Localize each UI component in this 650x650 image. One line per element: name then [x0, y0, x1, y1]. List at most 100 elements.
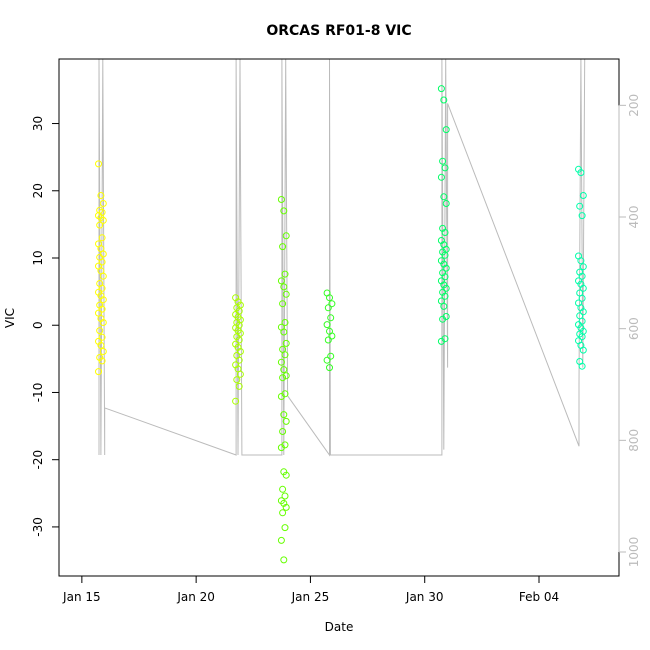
data-point — [279, 428, 287, 435]
data-point — [236, 370, 244, 378]
data-point — [578, 212, 586, 220]
data-point — [579, 308, 587, 316]
data-point — [280, 366, 288, 374]
data-point — [437, 85, 445, 93]
data-point — [441, 251, 449, 259]
secondary-line-layer — [98, 58, 586, 457]
data-point — [96, 221, 104, 229]
data-point — [577, 169, 585, 177]
data-point — [281, 270, 289, 278]
y-tick-label: 20 — [31, 183, 45, 198]
right-tick-label: 200 — [627, 94, 641, 117]
data-point — [577, 257, 585, 265]
data-point — [324, 304, 332, 312]
x-tick-label: Jan 30 — [405, 590, 444, 604]
data-point — [98, 234, 106, 242]
data-point — [99, 216, 107, 224]
data-point — [282, 232, 290, 240]
data-point — [280, 556, 288, 564]
data-point — [441, 229, 449, 236]
data-point — [282, 503, 290, 511]
data-point — [323, 356, 331, 364]
data-point — [236, 348, 244, 355]
data-point — [328, 332, 336, 340]
data-point — [282, 339, 290, 347]
data-point — [277, 393, 285, 400]
data-point — [95, 160, 102, 168]
data-point — [282, 372, 290, 380]
data-point — [279, 485, 287, 493]
data-point — [277, 444, 285, 452]
x-tick-label: Jan 25 — [291, 590, 330, 604]
data-point — [281, 319, 289, 326]
data-point — [282, 417, 290, 425]
data-point — [282, 471, 290, 479]
right-tick-label: 1000 — [627, 537, 641, 568]
data-point — [323, 321, 331, 329]
data-point — [95, 368, 102, 376]
data-point — [442, 126, 450, 134]
data-point — [576, 202, 584, 210]
right-axis: 200 400 600 800 1000 — [618, 94, 641, 568]
data-point — [440, 96, 448, 104]
data-point — [326, 294, 333, 302]
data-point — [96, 327, 104, 335]
data-point — [98, 333, 106, 341]
data-point — [578, 294, 586, 302]
data-point — [280, 207, 288, 215]
series-4 — [323, 289, 336, 372]
x-axis: Jan 15 Jan 20 Jan 25 Jan 30 Feb 04 — [62, 575, 559, 604]
x-axis-label: Date — [325, 620, 354, 634]
x-tick-label: Jan 20 — [176, 590, 215, 604]
x-tick-label: Jan 15 — [62, 590, 101, 604]
data-point — [440, 302, 448, 310]
data-point — [442, 200, 450, 207]
x-tick-label: Feb 04 — [519, 590, 559, 604]
data-point — [327, 352, 335, 360]
data-point — [279, 509, 287, 517]
data-point — [281, 524, 289, 532]
data-point — [442, 264, 450, 272]
y-axis: -30 -20 -10 0 10 20 30 — [31, 116, 60, 537]
data-point — [578, 362, 586, 370]
data-point — [279, 374, 287, 382]
data-point — [579, 346, 587, 354]
series-5 — [437, 85, 450, 345]
data-point — [232, 397, 240, 405]
data-point — [437, 173, 445, 181]
data-point — [579, 263, 587, 271]
series-3 — [277, 196, 290, 564]
data-point — [97, 192, 105, 199]
series-2 — [232, 294, 244, 405]
data-point — [281, 492, 289, 500]
y-tick-label: -20 — [31, 450, 45, 470]
secondary-line — [98, 58, 586, 457]
chart-title: ORCAS RF01-8 VIC — [266, 23, 411, 39]
right-tick-label: 400 — [627, 206, 641, 229]
data-point — [98, 357, 106, 365]
data-point — [579, 284, 587, 292]
data-point — [99, 319, 107, 326]
data-point — [440, 193, 448, 201]
data-point — [99, 200, 107, 207]
data-point — [98, 305, 106, 313]
data-point — [441, 292, 449, 300]
data-point — [277, 277, 285, 285]
data-point — [235, 382, 243, 390]
data-point — [279, 300, 287, 308]
data-point — [439, 315, 447, 323]
data-point — [578, 272, 586, 280]
data-point — [277, 196, 285, 203]
series-1 — [95, 160, 107, 376]
data-point — [98, 258, 106, 266]
data-point — [327, 314, 335, 322]
y-tick-label: -10 — [31, 383, 45, 403]
data-point — [328, 300, 336, 308]
data-point — [441, 164, 449, 172]
data-point — [277, 536, 285, 544]
right-tick-label: 800 — [627, 429, 641, 452]
data-point — [97, 341, 105, 349]
y-tick-label: 10 — [31, 250, 45, 265]
data-point — [235, 356, 243, 364]
